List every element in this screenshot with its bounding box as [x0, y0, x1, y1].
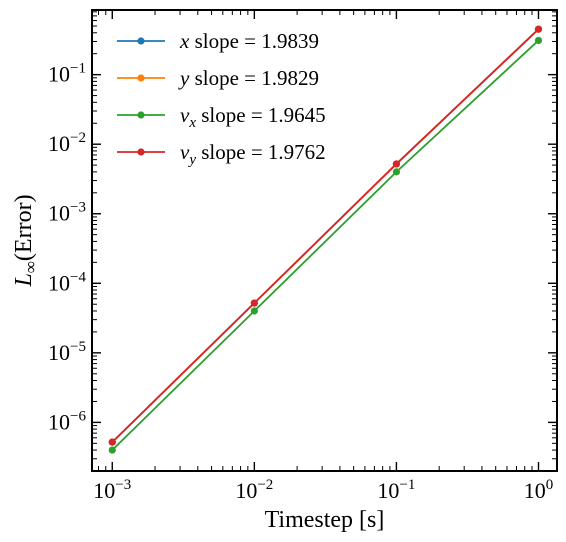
- legend: x slope = 1.9839 y slope = 1.9829 vx slope…: [117, 29, 326, 168]
- x-tick-label: 10−2: [235, 477, 273, 503]
- y-tick-label: 10−5: [48, 339, 86, 365]
- y-ticks: [92, 11, 557, 472]
- series-line-2: [111, 39, 540, 451]
- y-tick-label: 10−6: [48, 408, 86, 434]
- legend-marker: [137, 74, 145, 82]
- data-point: [534, 25, 543, 33]
- y-tick-labels: 10−6 10−5 10−4 10−3 10−2 10−1: [48, 61, 86, 435]
- x-tick-label: 10−1: [377, 477, 415, 503]
- x-tick-label: 100: [524, 477, 554, 503]
- x-axis-label: Timestep [s]: [265, 507, 385, 533]
- data-point: [392, 160, 401, 168]
- data-point: [108, 446, 116, 454]
- data-point: [108, 438, 116, 446]
- x-tick-labels: 10−3 10−2 10−1 100: [93, 477, 553, 503]
- data-point: [534, 36, 543, 45]
- data-point: [250, 307, 258, 315]
- legend-marker: [137, 111, 145, 119]
- legend-label: vy slope = 1.9762: [180, 140, 326, 168]
- legend-marker: [137, 148, 145, 156]
- y-tick-label: 10−2: [48, 130, 86, 156]
- plot-frame: [91, 9, 558, 472]
- series-group: [108, 25, 543, 454]
- data-point: [392, 168, 401, 176]
- y-axis-label: L∞(Error): [11, 194, 40, 287]
- plot-border: [91, 9, 558, 472]
- series-line-3: [111, 28, 540, 443]
- legend-label: y slope = 1.9829: [178, 66, 319, 90]
- x-tick-label: 10−3: [93, 477, 131, 503]
- legend-label: x slope = 1.9839: [179, 29, 319, 53]
- legend-marker: [137, 37, 145, 45]
- legend-label: vx slope = 1.9645: [180, 103, 326, 131]
- y-tick-label: 10−3: [48, 200, 86, 226]
- y-tick-label: 10−1: [48, 61, 86, 87]
- y-tick-label: 10−4: [48, 269, 86, 295]
- data-point: [250, 299, 258, 307]
- x-ticks: [98, 10, 540, 471]
